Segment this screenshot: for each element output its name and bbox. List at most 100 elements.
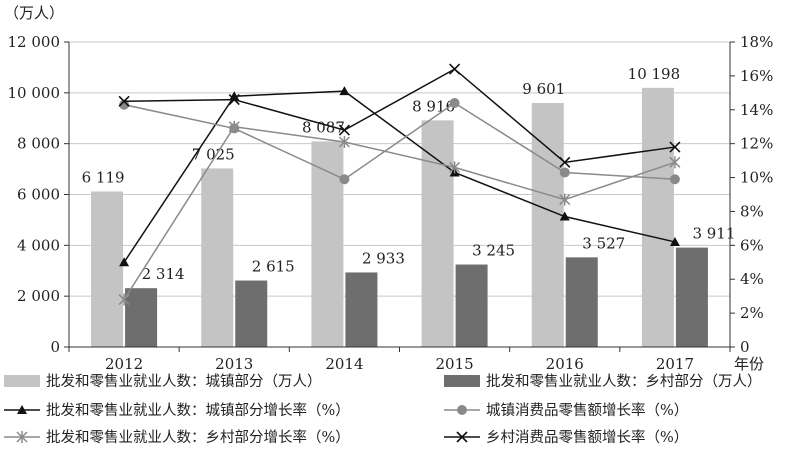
left-tick-label: 12 000 xyxy=(8,33,61,51)
bar xyxy=(201,168,234,347)
bar xyxy=(641,87,674,347)
line-point xyxy=(228,94,240,106)
right-tick-label: 6% xyxy=(740,236,764,254)
bar-value-label: 3 911 xyxy=(692,225,735,243)
bar-value-label: 3 245 xyxy=(472,242,515,260)
series-line xyxy=(124,68,676,164)
x-tick-label: 2015 xyxy=(435,355,473,373)
x-tick-label: 2016 xyxy=(546,355,584,373)
line-point xyxy=(449,63,461,75)
x-tick-label: 2013 xyxy=(215,355,253,373)
right-tick-label: 18% xyxy=(740,33,773,51)
legend-label: 批发和零售业就业人数：乡村部分增长率（%） xyxy=(46,430,350,446)
bar-value-label: 6 119 xyxy=(82,168,125,186)
x-tick-label: 2012 xyxy=(105,355,143,373)
bar xyxy=(455,264,488,347)
left-tick-label: 6 000 xyxy=(17,186,60,204)
series-lines xyxy=(118,63,681,306)
line-point xyxy=(457,404,467,415)
line-point xyxy=(449,98,460,108)
right-tick-label: 0 xyxy=(740,338,750,356)
right-tick-label: 14% xyxy=(740,101,773,119)
bar xyxy=(345,272,378,347)
left-tick-label: 4 000 xyxy=(17,236,60,254)
right-tick-label: 4% xyxy=(740,270,764,288)
left-tick-label: 10 000 xyxy=(8,84,61,102)
line-point xyxy=(338,135,350,148)
line-point xyxy=(338,124,350,136)
left-tick-label: 0 xyxy=(50,338,60,356)
legend-item: 乡村消费品零售额增长率（%） xyxy=(444,426,688,447)
right-tick-label: 2% xyxy=(740,304,764,322)
legend-label: 批发和零售业就业人数：城镇部分（万人） xyxy=(46,374,322,390)
line-point xyxy=(339,86,350,96)
legend-label: 城镇消费品零售额增长率（%） xyxy=(486,403,689,419)
bar-value-label: 3 527 xyxy=(582,234,625,252)
legend-swatch xyxy=(4,404,40,416)
left-tick-label: 2 000 xyxy=(17,287,60,305)
bar-value-label: 2 314 xyxy=(142,265,185,283)
line-point xyxy=(559,211,570,221)
line-point xyxy=(559,156,571,168)
right-tick-label: 8% xyxy=(740,202,764,220)
legend-item: 批发和零售业就业人数：乡村部分（万人） xyxy=(444,370,762,391)
x-tick-label: 2017 xyxy=(656,355,694,373)
line-point xyxy=(118,95,130,107)
bar xyxy=(91,191,124,347)
legend-item: 批发和零售业就业人数：乡村部分增长率（%） xyxy=(4,426,350,447)
line-point xyxy=(669,236,680,246)
legend-label: 批发和零售业就业人数：城镇部分增长率（%） xyxy=(46,403,350,419)
legend-label: 乡村消费品零售额增长率（%） xyxy=(486,430,689,446)
axes xyxy=(64,41,735,352)
line-point xyxy=(669,156,681,169)
x-tick-label: 2014 xyxy=(325,355,363,373)
line-point xyxy=(119,257,130,267)
line-point xyxy=(339,174,350,185)
legend-item: 批发和零售业就业人数：城镇部分（万人） xyxy=(4,370,322,391)
line-point xyxy=(228,120,240,133)
bar-value-label: 8 087 xyxy=(302,118,345,136)
bar-value-label: 9 601 xyxy=(522,80,565,98)
legend-item: 批发和零售业就业人数：城镇部分增长率（%） xyxy=(4,399,350,420)
line-point xyxy=(449,161,461,174)
legend-label: 批发和零售业就业人数：乡村部分（万人） xyxy=(486,374,762,390)
right-tick-label: 10% xyxy=(740,169,773,187)
legend-item: 城镇消费品零售额增长率（%） xyxy=(444,399,688,420)
bar-value-label: 7 025 xyxy=(192,145,235,163)
series-line xyxy=(123,102,675,181)
bar xyxy=(531,102,564,348)
legend-swatch xyxy=(444,404,480,416)
bar xyxy=(675,247,708,347)
left-tick-label: 8 000 xyxy=(17,135,60,153)
right-tick-label: 12% xyxy=(740,135,773,153)
bar-value-label: 2 933 xyxy=(362,249,405,267)
bar xyxy=(565,257,598,347)
bar-value-label: 2 615 xyxy=(252,258,295,276)
bars xyxy=(91,87,708,348)
gridlines xyxy=(69,41,730,297)
line-point xyxy=(559,193,571,206)
legend-swatch xyxy=(4,430,40,443)
bar xyxy=(125,288,158,347)
left-axis-unit-label: （万人） xyxy=(4,4,65,22)
series-line xyxy=(123,125,676,300)
bar xyxy=(311,141,344,347)
line-point xyxy=(17,404,27,414)
bar-value-label: 10 198 xyxy=(628,65,681,83)
line-point xyxy=(118,293,130,306)
line-point xyxy=(669,141,681,153)
line-point xyxy=(456,430,468,443)
bar xyxy=(421,120,454,347)
line-point xyxy=(669,174,680,185)
tick-labels: 0 2 000 4 000 6 000 8 000 10 000 12 000 0 2% 4% 6%… xyxy=(8,33,774,373)
legend-swatch xyxy=(444,374,480,387)
legend-swatch xyxy=(444,430,480,443)
right-tick-label: 16% xyxy=(740,67,773,85)
bar xyxy=(235,280,268,347)
line-point xyxy=(16,430,28,443)
line-point xyxy=(559,167,570,178)
legend-swatch xyxy=(4,374,40,387)
line-point xyxy=(119,99,130,110)
